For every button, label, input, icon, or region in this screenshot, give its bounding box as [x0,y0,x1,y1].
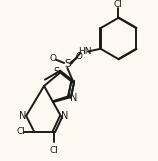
Text: Cl: Cl [114,0,123,9]
Text: N: N [70,93,77,103]
Text: N: N [18,111,26,121]
Text: O: O [76,52,82,61]
Text: N: N [61,111,69,121]
Text: S: S [53,67,59,77]
Text: O: O [49,54,57,63]
Text: S: S [64,59,71,69]
Text: Cl: Cl [49,146,58,155]
Text: HN: HN [78,47,91,56]
Text: Cl: Cl [17,127,26,136]
